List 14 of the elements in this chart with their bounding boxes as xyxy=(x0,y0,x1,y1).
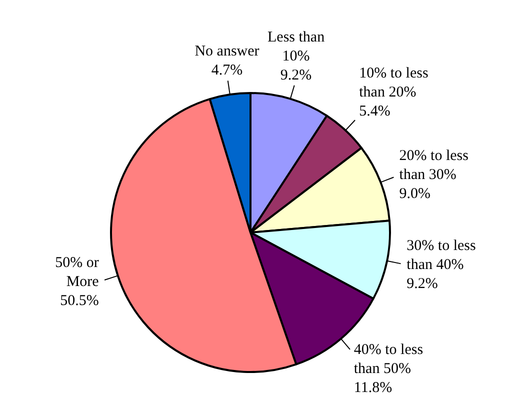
data-label: 9.2% xyxy=(280,68,312,84)
slice-label: No answer xyxy=(194,44,260,60)
data-label: 11.8% xyxy=(354,380,392,396)
data-label: 50.5% xyxy=(60,292,99,309)
slice-label: 20% to less than 30% xyxy=(399,148,469,184)
slice-label: 30% to less than 40% xyxy=(406,238,476,273)
slice-label: 10% to less than 20% xyxy=(359,66,428,101)
data-label: 5.4% xyxy=(359,104,390,120)
data-label: 4.7% xyxy=(211,62,243,79)
slice-label: 40% to less than 50% xyxy=(354,342,424,377)
slice-label: Less than 10% xyxy=(268,30,326,65)
data-label: 9.2% xyxy=(406,276,438,292)
slice-label: 50% or More xyxy=(55,254,100,290)
data-label: 9.0% xyxy=(399,186,431,202)
